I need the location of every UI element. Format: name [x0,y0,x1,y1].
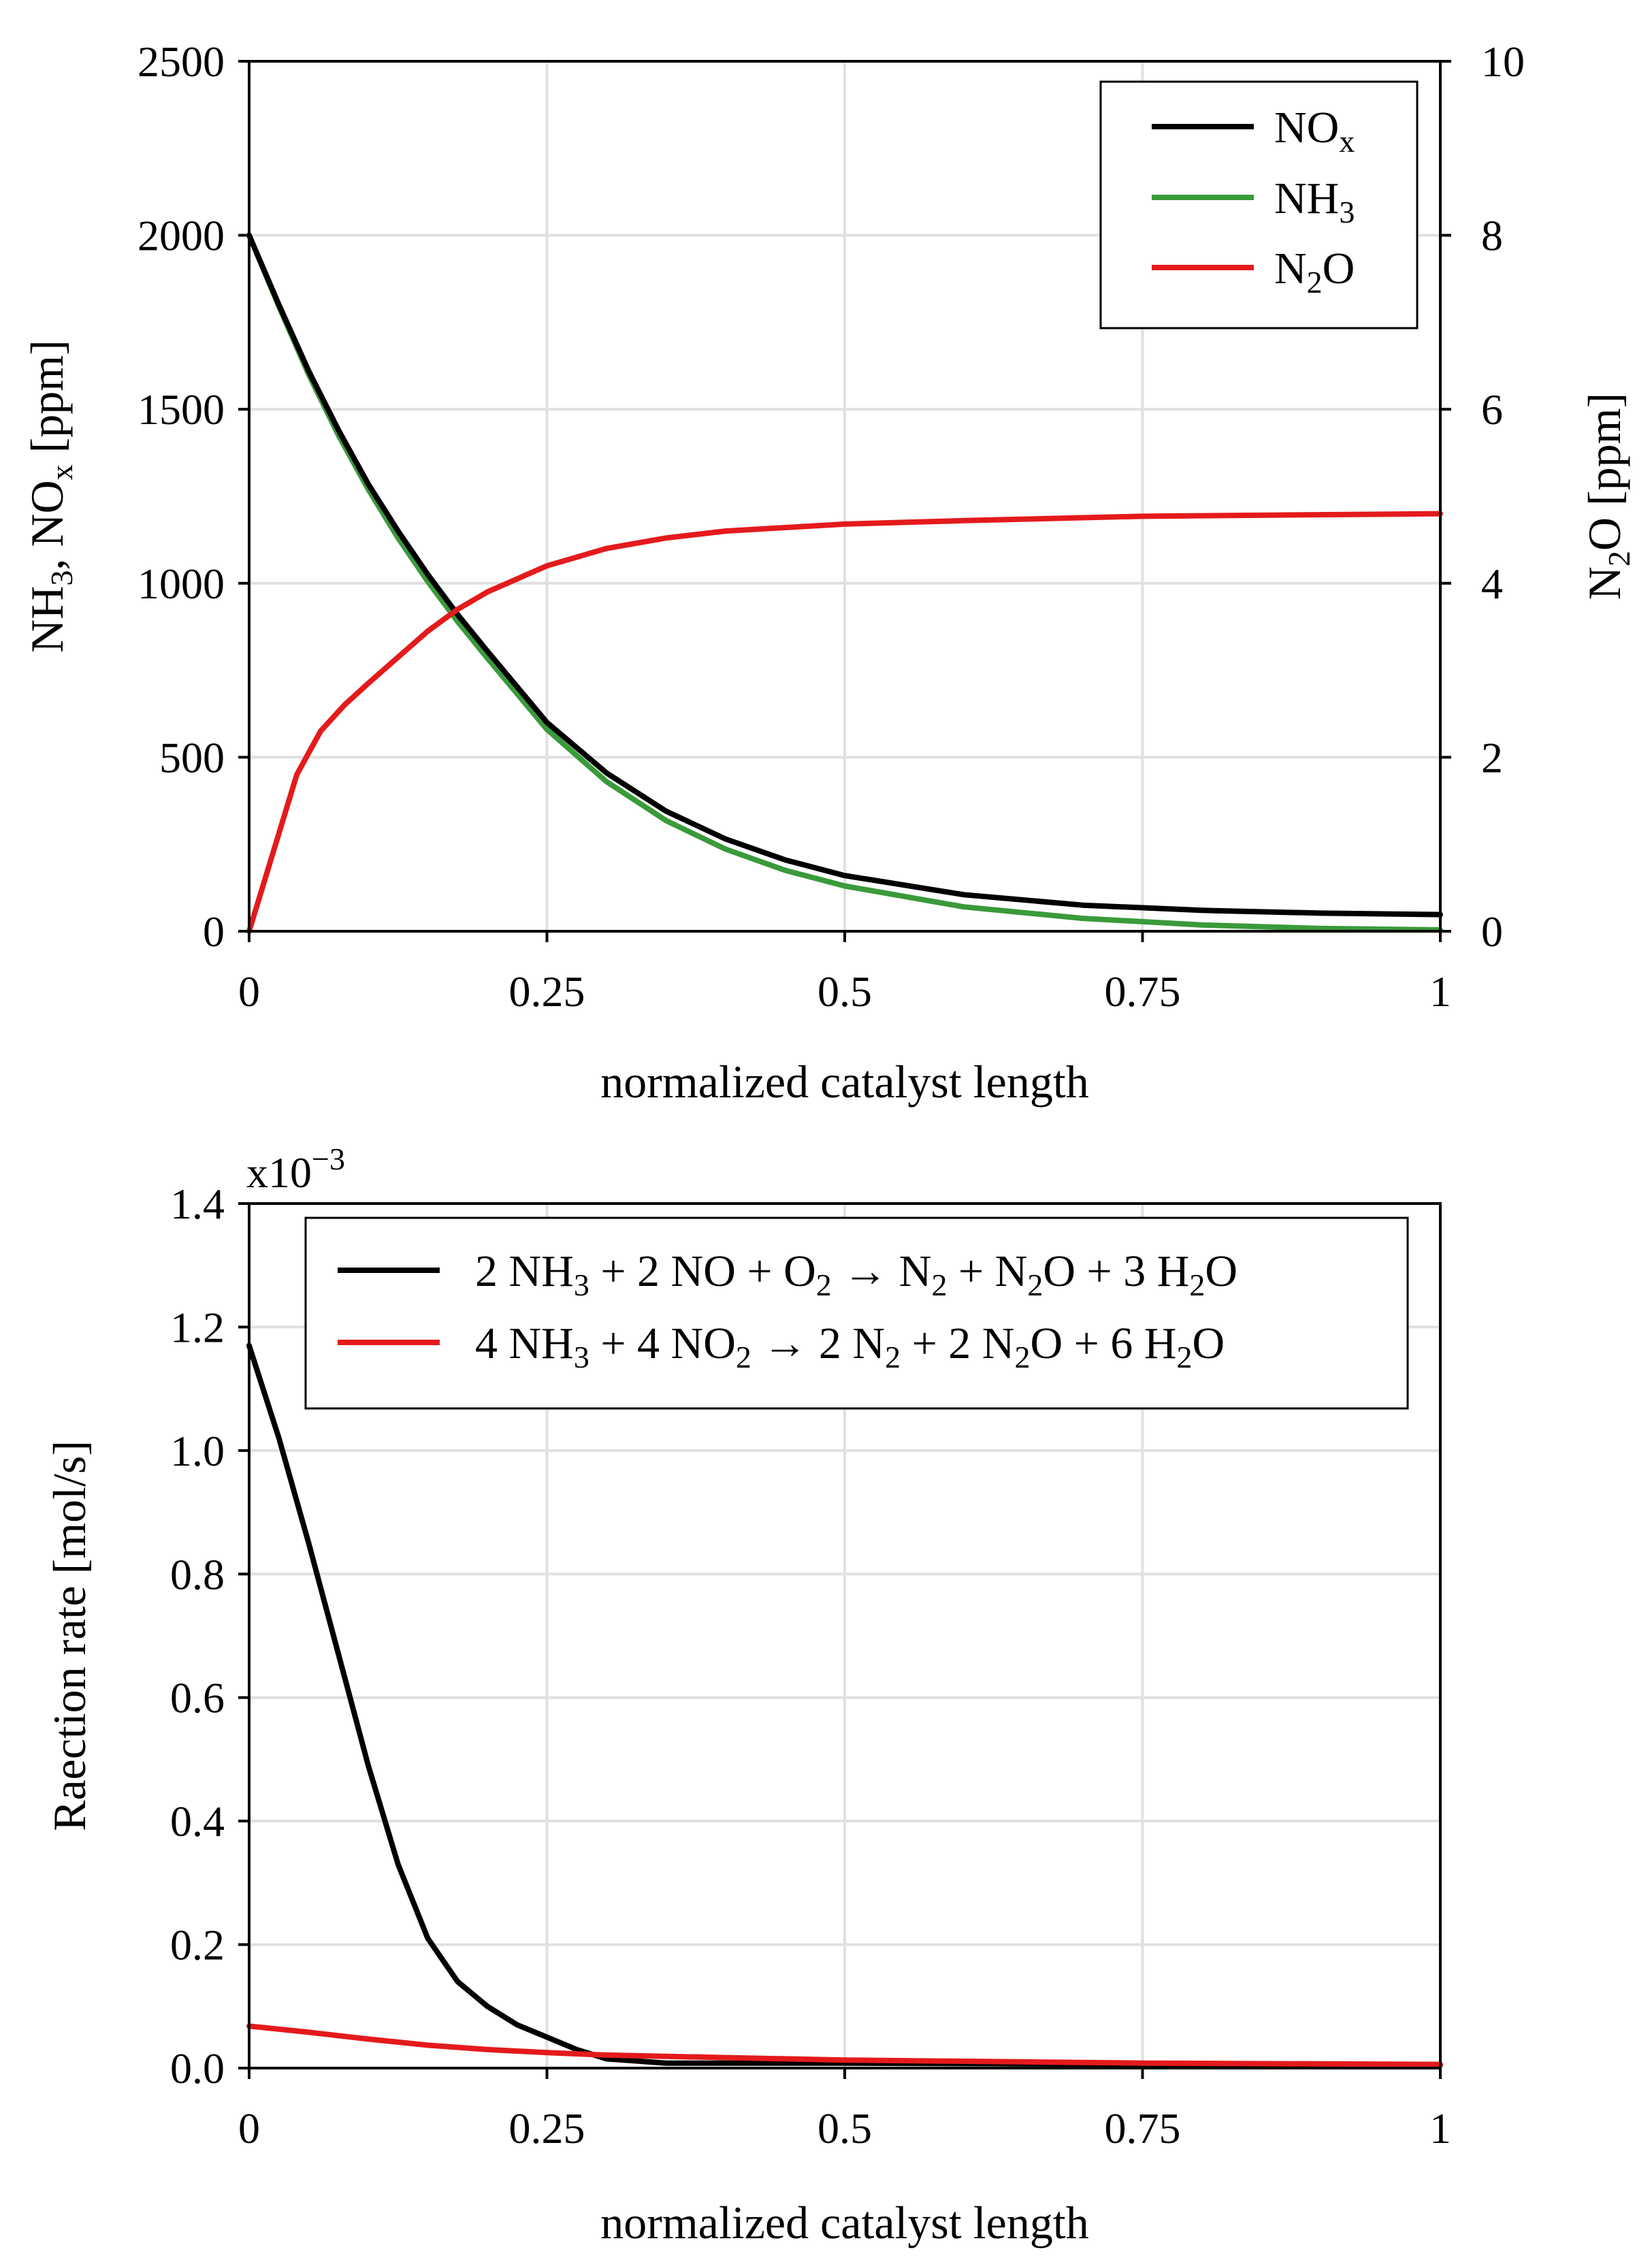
chart-bottom-xtick-label: 0 [238,2104,260,2152]
chart-top-ylabel-left: NH3, NOx [ppm] [21,340,79,653]
chart-top-ytick-right-label: 0 [1481,907,1503,956]
chart-top-series-line-0 [246,232,1443,918]
chart-bottom-ytick-label: 1.4 [170,1180,225,1228]
chart-bottom-ytick-label: 0.8 [170,1550,225,1598]
legend-label-n2o: N2O [1274,244,1355,300]
chart-bottom-series [246,1342,1443,2068]
chart-top-ytick-right-label: 4 [1481,560,1503,608]
chart-top-ytick-right-label: 8 [1481,212,1503,260]
chart-bottom-xtick-label: 0.25 [509,2104,585,2152]
chart-top-ytick-label: 0 [203,907,225,956]
chart-bottom-ytick-label: 0.4 [170,1797,225,1845]
chart-bottom-legend: 2 NH3 + 2 NO + O2 → N2 + N2O + 3 H2O 4 N… [304,1216,1409,1410]
chart-bottom: 0 0.25 0.5 0.75 1 0.0 0.2 0.4 0.6 0.8 1.0 1.2 1.4 x1… [44,1142,1451,2248]
chart-top: 0 0.25 0.5 0.75 1050010001500200025000246810… [21,37,1636,1108]
chart-top-ytick-label: 1500 [137,385,225,434]
chart-top-ytick-label: 2000 [137,212,225,260]
chart-bottom-series-line-0 [246,1342,1443,2068]
chart-top-ytick-label: 1000 [137,560,225,608]
chart-top-series [246,232,1443,934]
chart-top-series-line-2 [246,511,1443,934]
chart-bottom-xtick-label: 0.5 [817,2104,872,2152]
chart-bottom-xtick-label: 0.75 [1105,2104,1181,2152]
chart-top-xtick-label: 0.75 [1105,967,1181,1016]
chart-top-legend-box [1099,80,1419,329]
chart-bottom-scale-label: x10−3 [246,1142,345,1197]
chart-bottom-ytick-label: 1.0 [170,1427,225,1475]
chart-bottom-legend-box [304,1216,1409,1410]
chart-top-ylabel-right: N2O [ppm] [1578,393,1636,600]
chart-top-ytick-right-label: 2 [1481,733,1503,781]
chart-top-xtick-label: 0.5 [817,967,872,1016]
chart-top-legend: NOx NH3 N2O [1099,80,1419,329]
chart-bottom-ylabel: Raection rate [mol/s] [44,1440,95,1831]
legend-label-reaction-2: 4 NH3 + 4 NO2 → 2 N2 + 2 N2O + 6 H2O [475,1319,1225,1374]
chart-top-xtick-label: 0.25 [509,967,585,1016]
chart-bottom-ytick-label: 0.0 [170,2044,225,2093]
chart-bottom-series-line-1 [246,2023,1443,2067]
chart-top-xtick-label: 1 [1429,967,1451,1016]
chart-top-ytick-label: 500 [159,733,225,781]
chart-bottom-ytick-label: 0.2 [170,1921,225,1969]
chart-bottom-ticks: 0 0.25 0.5 0.75 1 0.0 0.2 0.4 0.6 0.8 1.0 1.2 1.4 [170,1180,1451,2152]
chart-bottom-ytick-label: 1.2 [170,1303,225,1351]
chart-top-xtick-label: 0 [238,967,260,1016]
legend-label-nox: NOx [1274,103,1355,159]
chart-top-ytick-right-label: 10 [1481,37,1525,86]
chart-bottom-xlabel: normalized catalyst length [600,2197,1089,2248]
legend-label-reaction-1: 2 NH3 + 2 NO + O2 → N2 + N2O + 3 H2O [475,1246,1237,1302]
legend-label-nh3: NH3 [1274,174,1355,229]
chart-top-xlabel: normalized catalyst length [600,1056,1089,1108]
chart-bottom-ytick-label: 0.6 [170,1674,225,1722]
chart-top-ytick-label: 2500 [137,37,225,86]
chart-bottom-xtick-label: 1 [1429,2104,1451,2152]
chart-top-ytick-right-label: 6 [1481,385,1503,434]
